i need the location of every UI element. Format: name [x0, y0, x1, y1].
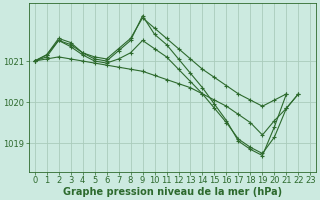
X-axis label: Graphe pression niveau de la mer (hPa): Graphe pression niveau de la mer (hPa)	[63, 187, 282, 197]
